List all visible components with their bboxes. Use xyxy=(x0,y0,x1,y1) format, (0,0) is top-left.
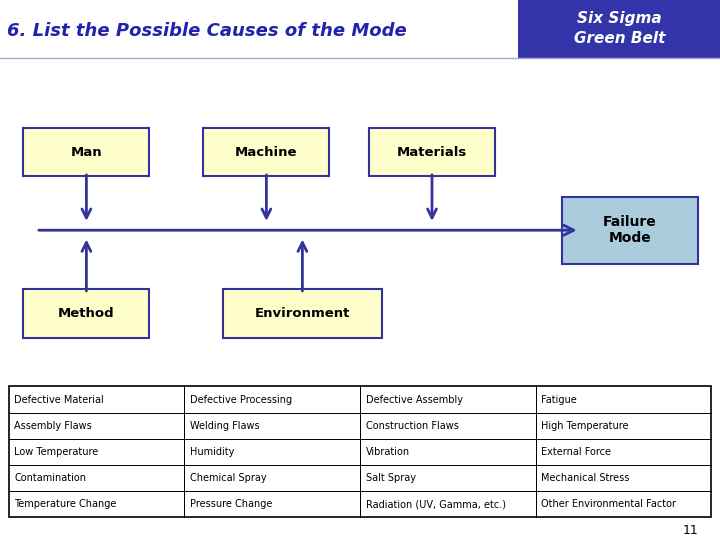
Text: High Temperature: High Temperature xyxy=(541,421,629,431)
Text: Method: Method xyxy=(58,307,114,320)
FancyBboxPatch shape xyxy=(518,0,720,58)
Text: Construction Flaws: Construction Flaws xyxy=(366,421,459,431)
Text: Mechanical Stress: Mechanical Stress xyxy=(541,473,630,483)
Text: External Force: External Force xyxy=(541,447,611,457)
Text: Failure
Mode: Failure Mode xyxy=(603,215,657,245)
Text: Environment: Environment xyxy=(255,307,350,320)
FancyBboxPatch shape xyxy=(369,128,495,177)
Text: Radiation (UV, Gamma, etc.): Radiation (UV, Gamma, etc.) xyxy=(366,500,505,509)
Text: 11: 11 xyxy=(683,524,698,537)
FancyBboxPatch shape xyxy=(9,387,711,517)
Text: Defective Processing: Defective Processing xyxy=(190,395,292,404)
FancyBboxPatch shape xyxy=(23,289,150,338)
Text: Temperature Change: Temperature Change xyxy=(14,500,117,509)
Text: Pressure Change: Pressure Change xyxy=(190,500,272,509)
Text: Defective Assembly: Defective Assembly xyxy=(366,395,463,404)
Text: Low Temperature: Low Temperature xyxy=(14,447,99,457)
Text: Assembly Flaws: Assembly Flaws xyxy=(14,421,92,431)
Text: Chemical Spray: Chemical Spray xyxy=(190,473,266,483)
FancyBboxPatch shape xyxy=(562,197,698,264)
Text: Other Environmental Factor: Other Environmental Factor xyxy=(541,500,677,509)
FancyBboxPatch shape xyxy=(203,128,329,177)
Text: Fatigue: Fatigue xyxy=(541,395,577,404)
Text: Six Sigma
Green Belt: Six Sigma Green Belt xyxy=(574,11,665,46)
Text: Salt Spray: Salt Spray xyxy=(366,473,415,483)
Text: Welding Flaws: Welding Flaws xyxy=(190,421,260,431)
FancyBboxPatch shape xyxy=(223,289,382,338)
Text: Machine: Machine xyxy=(235,146,297,159)
FancyBboxPatch shape xyxy=(23,128,150,177)
Text: Materials: Materials xyxy=(397,146,467,159)
Text: 6. List the Possible Causes of the Mode: 6. List the Possible Causes of the Mode xyxy=(7,22,407,40)
Text: Defective Material: Defective Material xyxy=(14,395,104,404)
Text: Humidity: Humidity xyxy=(190,447,235,457)
Text: Contamination: Contamination xyxy=(14,473,86,483)
Text: Vibration: Vibration xyxy=(366,447,410,457)
Text: Man: Man xyxy=(71,146,102,159)
